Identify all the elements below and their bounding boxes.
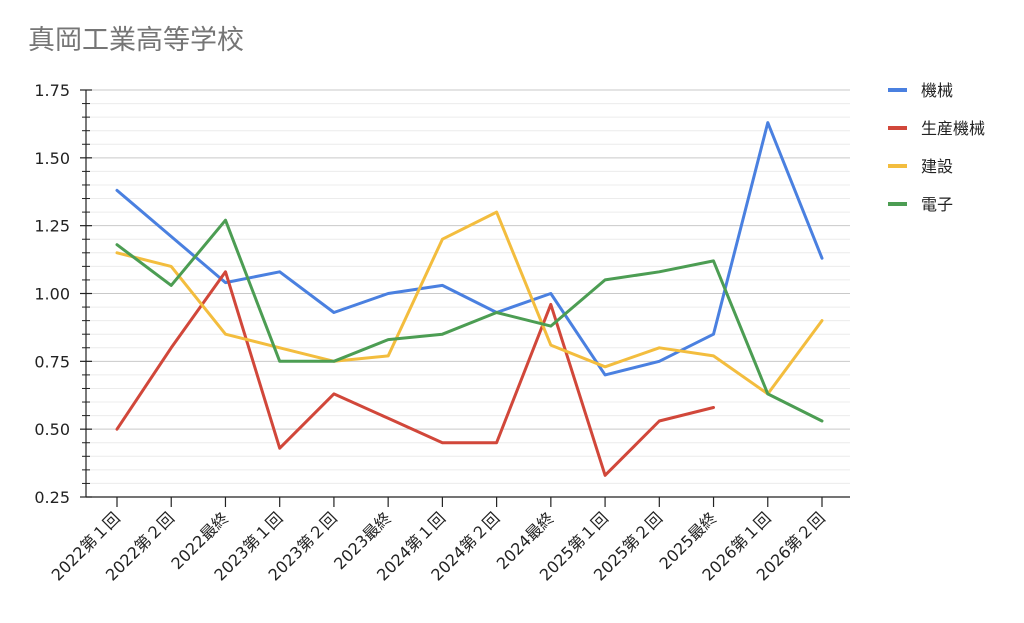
axes xyxy=(80,89,850,507)
legend-item-3[interactable]: 電子 xyxy=(888,195,953,214)
grid-lines xyxy=(86,89,850,484)
legend-label: 建設 xyxy=(921,157,953,176)
series-line-0 xyxy=(115,121,824,377)
y-tick-label: 1.75 xyxy=(34,81,70,100)
series-line-3 xyxy=(115,218,824,423)
y-tick-label: 1.25 xyxy=(34,217,70,236)
legend-label: 機械 xyxy=(921,81,953,100)
legend-item-1[interactable]: 生産機械 xyxy=(888,119,985,138)
y-tick-label: 1.50 xyxy=(34,149,70,168)
chart-title: 真岡工業高等学校 xyxy=(28,25,244,56)
series-line-2 xyxy=(115,210,824,396)
x-tick-labels: 2022第１回2022第２回2022最終2023第１回2023第２回2023最終… xyxy=(48,508,829,584)
y-tick-label: 0.25 xyxy=(34,488,70,507)
series-lines xyxy=(115,121,824,477)
y-tick-label: 0.75 xyxy=(34,352,70,371)
legend-item-0[interactable]: 機械 xyxy=(888,81,953,100)
legend-label: 生産機械 xyxy=(921,119,985,138)
legend-item-2[interactable]: 建設 xyxy=(888,157,953,176)
y-tick-label: 1.00 xyxy=(34,285,70,304)
legend-label: 電子 xyxy=(921,195,953,214)
y-tick-label: 0.50 xyxy=(34,420,70,439)
series-line-1 xyxy=(115,270,715,477)
y-tick-labels: 0.25 0.50 0.75 1.00 1.25 1.50 1.75 xyxy=(34,81,70,507)
